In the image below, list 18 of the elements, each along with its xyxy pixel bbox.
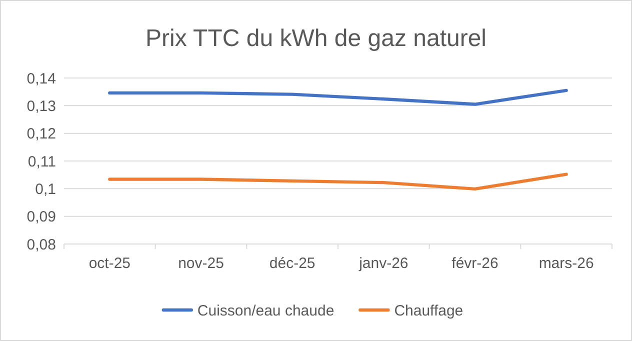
y-tick-label: 0,13 — [26, 98, 56, 115]
x-tick-label: nov-25 — [178, 255, 224, 272]
x-tick-label: oct-25 — [88, 255, 131, 272]
chart-title: Prix TTC du kWh de gaz naturel — [145, 25, 487, 52]
x-tick-label: janv-26 — [358, 255, 408, 272]
y-tick-label: 0,14 — [26, 70, 56, 88]
y-tick-label: 0,08 — [26, 236, 56, 254]
x-tick-label: déc-25 — [269, 255, 316, 272]
x-tick-label: mars-26 — [538, 255, 594, 272]
y-tick-label: 0,1 — [35, 180, 56, 198]
line-series — [108, 172, 568, 191]
legend-label: Chauffage — [394, 302, 464, 320]
x-tick-label: févr-26 — [452, 255, 498, 272]
y-tick-label: 0,12 — [26, 126, 56, 143]
legend-label: Cuisson/eau chaude — [197, 302, 334, 320]
y-tick-label: 0,11 — [28, 153, 56, 170]
line-series — [108, 88, 568, 106]
y-tick-label: 0,09 — [26, 208, 56, 226]
